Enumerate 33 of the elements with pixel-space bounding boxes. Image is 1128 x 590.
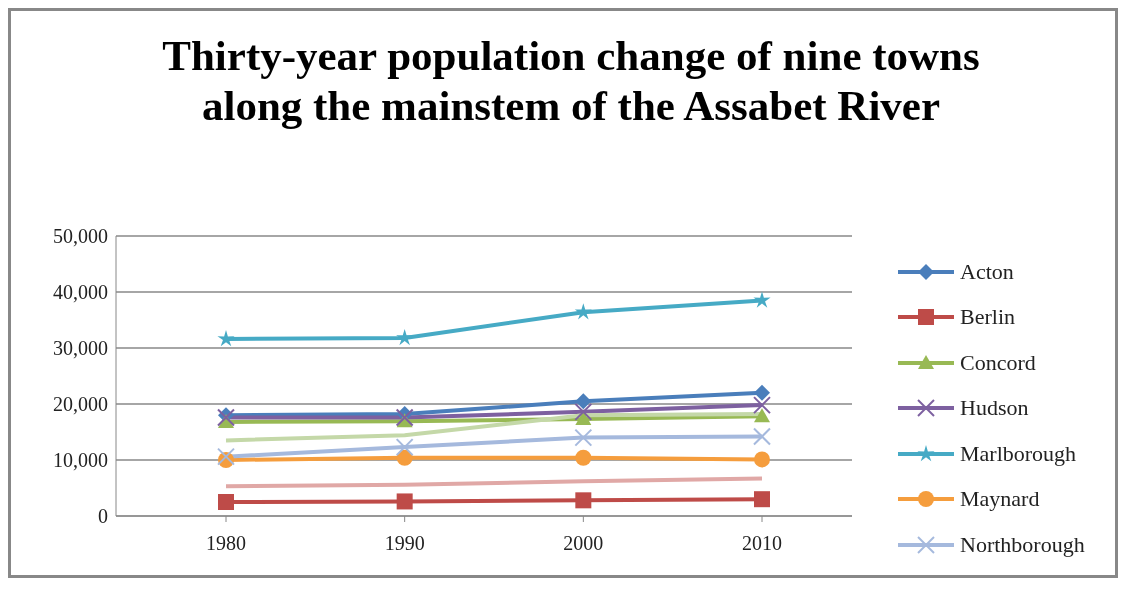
legend-label: Hudson bbox=[960, 395, 1029, 422]
legend-label: Acton bbox=[960, 258, 1014, 285]
y-tick-label: 30,000 bbox=[53, 337, 108, 360]
point bbox=[754, 491, 770, 508]
line-series bbox=[224, 476, 764, 489]
x-tick-label: 2010 bbox=[742, 532, 782, 555]
legend-label: Berlin bbox=[960, 304, 1015, 331]
legend-label: Maynard bbox=[960, 486, 1040, 513]
point bbox=[575, 411, 592, 426]
point bbox=[754, 384, 770, 401]
chart-title: Thirty-year population change of nine towns along the mainstem of the Assabet River bbox=[161, 31, 981, 131]
point bbox=[396, 493, 413, 510]
y-tick-label: 20,000 bbox=[53, 393, 108, 416]
point bbox=[575, 492, 592, 509]
point bbox=[217, 330, 235, 347]
y-tick-label: 50,000 bbox=[53, 225, 108, 248]
y-tick-label: 40,000 bbox=[53, 281, 108, 304]
legend-label: Northborough bbox=[960, 531, 1085, 558]
point bbox=[753, 291, 771, 308]
point bbox=[754, 408, 770, 423]
point bbox=[575, 449, 592, 466]
legend-label: Marlborough bbox=[960, 440, 1077, 467]
point bbox=[754, 451, 770, 468]
y-tick-label: 10,000 bbox=[53, 449, 108, 472]
x-tick-label: 1980 bbox=[206, 532, 246, 555]
point bbox=[575, 393, 592, 410]
legend-label: Concord bbox=[960, 349, 1036, 376]
point bbox=[396, 449, 413, 466]
point bbox=[574, 303, 592, 320]
point bbox=[218, 494, 234, 510]
y-tick-label: 0 bbox=[98, 505, 108, 528]
x-tick-label: 2000 bbox=[563, 532, 604, 555]
x-tick-label: 1990 bbox=[384, 532, 425, 555]
